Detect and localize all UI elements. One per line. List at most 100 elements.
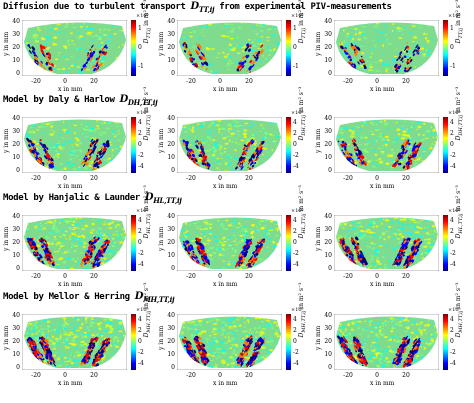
x-tick-label: -20 bbox=[343, 175, 353, 182]
field-blob bbox=[229, 30, 234, 33]
field-blob bbox=[116, 260, 121, 263]
x-tick-label: 0 bbox=[218, 273, 222, 280]
row-title-symbol: DMH,TT,ij bbox=[135, 291, 175, 304]
field-blob bbox=[361, 52, 365, 55]
field-blob bbox=[105, 324, 110, 327]
field-blob bbox=[397, 133, 400, 136]
jet-blob bbox=[242, 160, 245, 163]
field-blob bbox=[383, 119, 387, 123]
field-blob bbox=[73, 124, 78, 127]
field-blob bbox=[213, 268, 218, 270]
field-blob bbox=[224, 58, 226, 62]
field-blob bbox=[114, 224, 118, 227]
jet-blob bbox=[190, 157, 194, 161]
jet-blob bbox=[95, 57, 98, 61]
field-blob bbox=[398, 241, 402, 244]
jet-blob bbox=[415, 49, 418, 52]
jet-blob bbox=[399, 152, 402, 156]
colorbar-symbol-subscript: TT,ij bbox=[301, 27, 308, 39]
field-blob bbox=[408, 232, 413, 235]
field-blob bbox=[57, 54, 59, 57]
field-blob bbox=[24, 28, 26, 31]
field-blob bbox=[69, 267, 74, 270]
field-blob bbox=[73, 226, 77, 229]
field-blob bbox=[258, 33, 260, 36]
field-blob bbox=[119, 255, 122, 259]
field-blob bbox=[189, 35, 193, 38]
field-blob bbox=[76, 138, 80, 142]
jet-blob bbox=[33, 242, 37, 247]
field-blob bbox=[74, 346, 78, 350]
jet-blob bbox=[36, 160, 40, 164]
field-blob bbox=[222, 236, 226, 239]
field-blob bbox=[378, 158, 382, 161]
jet-blob bbox=[95, 139, 99, 143]
jet-blob bbox=[193, 254, 196, 258]
field-blob bbox=[226, 260, 232, 263]
field-blob bbox=[254, 118, 256, 119]
field-blob bbox=[124, 129, 126, 131]
jet-blob bbox=[242, 150, 246, 155]
field-blob bbox=[426, 49, 431, 52]
field-blob bbox=[268, 151, 270, 154]
field-blob bbox=[406, 148, 411, 149]
colorbar bbox=[443, 215, 448, 271]
field-blob bbox=[435, 171, 439, 173]
jet-blob bbox=[354, 52, 358, 57]
field-blob bbox=[224, 170, 228, 172]
jet-blob bbox=[248, 65, 252, 70]
jet-blob bbox=[96, 157, 100, 161]
jet-blob bbox=[398, 64, 401, 66]
field-blob bbox=[31, 122, 35, 126]
field-blob bbox=[30, 121, 33, 122]
field-blob bbox=[394, 138, 398, 141]
colorbar-symbol-letter: D bbox=[143, 233, 150, 239]
field-blob bbox=[429, 218, 432, 220]
field-blob bbox=[369, 236, 373, 238]
field-blob bbox=[85, 68, 90, 71]
field-blob bbox=[349, 170, 353, 171]
field-blob bbox=[40, 225, 42, 228]
field-blob bbox=[247, 58, 250, 60]
jet-blob bbox=[183, 243, 186, 247]
field-blob bbox=[179, 130, 182, 133]
field-blob bbox=[89, 231, 93, 234]
field-blob bbox=[234, 251, 238, 253]
field-blob bbox=[89, 321, 94, 324]
field-blob bbox=[242, 132, 247, 136]
field-blob bbox=[241, 129, 244, 132]
field-blob bbox=[179, 63, 180, 65]
jet-blob bbox=[46, 161, 49, 165]
field-blob bbox=[104, 217, 107, 218]
field-blob bbox=[111, 154, 114, 157]
field-blob bbox=[67, 67, 71, 69]
field-blob bbox=[183, 232, 186, 236]
field-blob bbox=[69, 32, 73, 34]
jet-blob bbox=[250, 140, 255, 145]
field-blob bbox=[363, 215, 367, 217]
field-blob bbox=[253, 49, 256, 51]
colorbar-unit: in m² s⁻³ bbox=[143, 185, 150, 212]
field-blob bbox=[370, 130, 374, 133]
field-blob bbox=[361, 32, 366, 36]
field-blob bbox=[393, 55, 398, 58]
field-blob bbox=[28, 168, 31, 171]
y-axis-label: y in mm bbox=[315, 31, 322, 56]
field-blob bbox=[39, 222, 42, 224]
field-blob bbox=[35, 263, 39, 266]
jet-blob bbox=[205, 67, 208, 71]
jet-blob bbox=[97, 67, 100, 70]
field-blob bbox=[383, 266, 388, 269]
field-blob bbox=[251, 43, 254, 45]
field-blob bbox=[362, 167, 365, 169]
field-blob bbox=[71, 257, 75, 261]
field-blob bbox=[53, 227, 56, 229]
jet-blob bbox=[50, 163, 55, 168]
field-blob bbox=[403, 157, 407, 159]
field-blob bbox=[235, 169, 240, 170]
field-blob bbox=[217, 144, 221, 147]
symbol-letter: D bbox=[190, 1, 200, 12]
field-blob bbox=[73, 150, 78, 152]
jet-blob bbox=[40, 240, 43, 243]
colorbar-symbol-subscript: HL,TT,ij bbox=[458, 213, 465, 234]
